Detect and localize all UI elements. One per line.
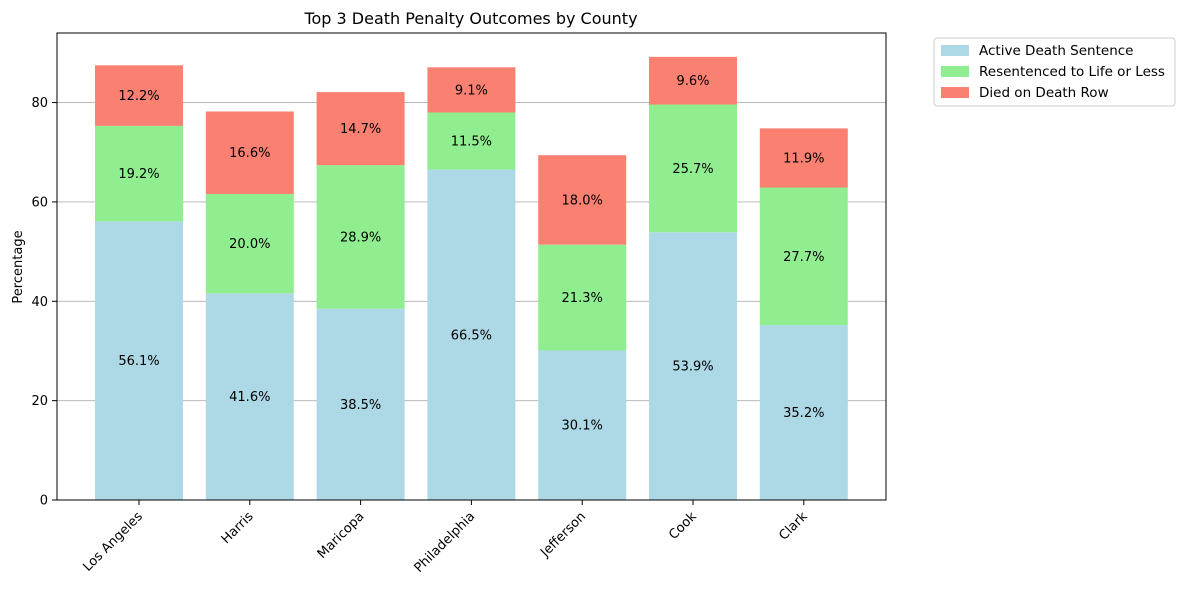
legend: Active Death Sentence Resentenced to Life… bbox=[933, 37, 1176, 107]
data-label: 11.5% bbox=[451, 135, 492, 150]
y-axis-label: Percentage bbox=[11, 230, 26, 303]
data-label: 9.6% bbox=[676, 74, 709, 89]
bar-segment bbox=[649, 232, 737, 500]
x-tick-label: Philadelphia bbox=[412, 509, 479, 576]
bar-segment bbox=[759, 325, 848, 500]
bar-segment bbox=[205, 293, 294, 500]
bar-segment bbox=[759, 128, 848, 188]
bar-segment bbox=[538, 155, 627, 245]
x-tick-label: Jefferson bbox=[537, 509, 589, 561]
bar-segment bbox=[759, 187, 848, 326]
legend-label: Resentenced to Life or Less bbox=[979, 64, 1165, 80]
data-label: 21.3% bbox=[562, 291, 603, 306]
data-label: 35.2% bbox=[783, 406, 824, 421]
legend-swatch bbox=[941, 66, 969, 77]
legend-frame bbox=[933, 37, 1176, 107]
data-label: 19.2% bbox=[118, 167, 159, 182]
bar-segment bbox=[649, 104, 737, 233]
bar-segment bbox=[427, 67, 516, 113]
data-label: 11.9% bbox=[783, 151, 824, 166]
x-tick-label: Los Angeles bbox=[80, 509, 146, 575]
x-axis-ticks: Los Angeles Harris Maricopa Philadelphia Jef… bbox=[80, 500, 811, 576]
chart-title: Top 3 Death Penalty Outcomes by County bbox=[303, 9, 637, 28]
data-label: 66.5% bbox=[451, 328, 492, 343]
x-tick-label: Harris bbox=[219, 509, 257, 547]
bar-segment bbox=[538, 350, 627, 500]
data-label: 9.1% bbox=[455, 83, 488, 98]
bar-segment bbox=[316, 92, 405, 166]
y-tick-label: 0 bbox=[40, 494, 48, 509]
bar-segment bbox=[538, 244, 627, 351]
data-label: 25.7% bbox=[672, 162, 713, 177]
bar-segment bbox=[427, 169, 516, 500]
bar-segment bbox=[316, 308, 405, 500]
data-label: 14.7% bbox=[340, 122, 381, 137]
bars bbox=[95, 56, 848, 501]
data-labels: 56.1% 19.2% 12.2% 41.6% 20.0% 16.6% 38.5% 28.9%… bbox=[118, 74, 824, 434]
bar-segment bbox=[316, 165, 405, 309]
legend-label: Active Death Sentence bbox=[979, 43, 1133, 59]
data-label: 20.0% bbox=[229, 237, 270, 252]
y-tick-label: 40 bbox=[31, 295, 48, 310]
data-label: 16.6% bbox=[229, 146, 270, 161]
data-label: 28.9% bbox=[340, 230, 381, 245]
x-tick-label: Clark bbox=[776, 509, 811, 544]
bar-segment bbox=[95, 221, 183, 501]
x-tick-label: Cook bbox=[666, 509, 700, 543]
data-label: 56.1% bbox=[118, 354, 159, 369]
bar-segment bbox=[205, 193, 294, 294]
legend-swatch bbox=[941, 45, 969, 56]
bar-segment bbox=[95, 125, 183, 222]
x-tick-label: Maricopa bbox=[315, 509, 368, 562]
y-axis-ticks: 0 20 40 60 80 bbox=[31, 96, 57, 509]
bar-segment bbox=[427, 112, 516, 170]
data-label: 12.2% bbox=[118, 89, 159, 104]
legend-swatch bbox=[941, 87, 969, 98]
data-label: 18.0% bbox=[562, 193, 603, 208]
bar-segment bbox=[205, 111, 294, 194]
data-label: 41.6% bbox=[229, 390, 270, 405]
data-label: 38.5% bbox=[340, 398, 381, 413]
bar-segment bbox=[95, 65, 183, 126]
legend-label: Died on Death Row bbox=[979, 85, 1109, 101]
y-tick-label: 20 bbox=[31, 394, 48, 409]
y-tick-label: 60 bbox=[31, 195, 48, 210]
bar-segment bbox=[649, 56, 737, 105]
data-label: 30.1% bbox=[562, 419, 603, 434]
data-label: 53.9% bbox=[672, 360, 713, 375]
data-label: 27.7% bbox=[783, 250, 824, 265]
y-tick-label: 80 bbox=[31, 96, 48, 111]
